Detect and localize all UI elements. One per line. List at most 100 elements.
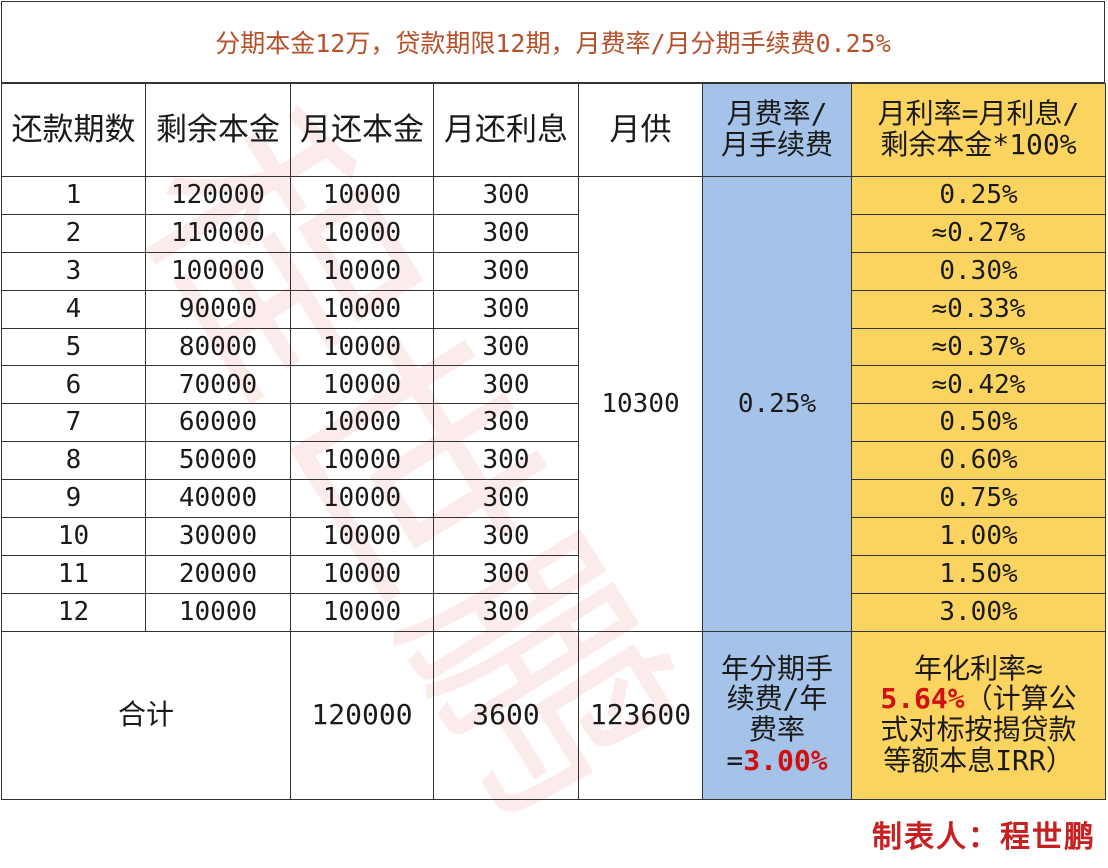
- monthly-rate-cell: ≈0.27%: [851, 213, 1106, 253]
- remaining-principal-cell: 60000: [145, 403, 291, 443]
- header-row: 还款期数 剩余本金 月还本金 月还利息 月供 月费率/ 月手续费 月利率=月利息…: [1, 83, 1106, 177]
- table-row: 10 30000 10000 300 1.00%: [1, 517, 1106, 556]
- monthly-interest-cell: 300: [433, 365, 579, 405]
- totals-payment: 123600: [578, 630, 703, 800]
- annual-fee-line3: 费率: [748, 713, 805, 747]
- header-fee-rate-line2: 月手续费: [720, 128, 833, 161]
- annual-fee-line1: 年分期手: [720, 651, 833, 685]
- table-row: 4 90000 10000 300 ≈0.33%: [1, 289, 1106, 329]
- monthly-interest-cell: 300: [433, 176, 579, 215]
- remaining-principal-cell: 70000: [145, 365, 291, 405]
- period-cell: 12: [1, 592, 146, 632]
- remaining-principal-cell: 100000: [145, 251, 291, 291]
- monthly-rate-cell: ≈0.42%: [851, 365, 1106, 405]
- monthly-rate-cell: 0.75%: [851, 479, 1106, 519]
- monthly-interest-cell: 300: [433, 517, 579, 556]
- period-cell: 11: [1, 554, 146, 594]
- period-cell: 3: [1, 251, 146, 291]
- header-monthly-payment: 月供: [578, 83, 703, 177]
- header-period: 还款期数: [1, 83, 146, 177]
- monthly-rate-cell: 0.25%: [851, 176, 1106, 215]
- table-row: 5 80000 10000 300 ≈0.37%: [1, 327, 1106, 367]
- period-cell: 9: [1, 479, 146, 519]
- header-monthly-principal: 月还本金: [290, 83, 434, 177]
- remaining-principal-cell: 20000: [145, 554, 291, 594]
- annual-fee-rate-cell: 年分期手 续费/年 费率 =3.00%: [702, 630, 852, 800]
- period-cell: 10: [1, 517, 146, 556]
- monthly-principal-cell: 10000: [290, 441, 434, 481]
- remaining-principal-cell: 10000: [145, 592, 291, 632]
- monthly-interest-cell: 300: [433, 327, 579, 367]
- annual-rate-value: 5.64%: [880, 682, 965, 716]
- annual-fee-value: 3.00%: [743, 743, 828, 777]
- monthly-rate-cell: 1.00%: [851, 517, 1106, 556]
- header-monthly-rate-line1: 月利率=月利息/: [877, 97, 1080, 131]
- monthly-rate-cell: ≈0.37%: [851, 327, 1106, 367]
- table-row: 12 10000 10000 300 3.00%: [1, 592, 1106, 632]
- header-monthly-interest: 月还利息: [433, 83, 579, 177]
- table-row: 7 60000 10000 300 0.50%: [1, 403, 1106, 443]
- monthly-principal-cell: 10000: [290, 213, 434, 253]
- table-row: 8 50000 10000 300 0.60%: [1, 441, 1106, 481]
- monthly-rate-cell: ≈0.33%: [851, 289, 1106, 329]
- annual-rate-line4: 等额本息IRR）: [883, 743, 1074, 777]
- period-cell: 4: [1, 289, 146, 329]
- monthly-principal-cell: 10000: [290, 517, 434, 556]
- annual-rate-after: （计算公: [964, 682, 1077, 716]
- monthly-interest-cell: 300: [433, 251, 579, 291]
- monthly-principal-cell: 10000: [290, 403, 434, 443]
- monthly-principal-cell: 10000: [290, 365, 434, 405]
- totals-principal: 120000: [290, 630, 434, 800]
- table-title: 分期本金12万，贷款期限12期，月费率/月分期手续费0.25%: [1, 1, 1105, 83]
- remaining-principal-cell: 90000: [145, 289, 291, 329]
- monthly-principal-cell: 10000: [290, 176, 434, 215]
- table-row: 2 110000 10000 300 ≈0.27%: [1, 213, 1106, 253]
- monthly-principal-cell: 10000: [290, 251, 434, 291]
- table-row: 11 20000 10000 300 1.50%: [1, 554, 1106, 594]
- remaining-principal-cell: 30000: [145, 517, 291, 556]
- header-fee-rate-line1: 月费率/: [726, 97, 828, 131]
- monthly-rate-cell: 3.00%: [851, 592, 1106, 632]
- annual-rate-line1: 年化利率≈: [914, 651, 1043, 685]
- monthly-rate-cell: 0.60%: [851, 441, 1106, 481]
- fee-rate-merged-cell: 0.25%: [702, 176, 852, 632]
- remaining-principal-cell: 120000: [145, 176, 291, 215]
- table-row: 1 120000 10000 300 10300 0.25% 0.25%: [1, 176, 1106, 632]
- monthly-principal-cell: 10000: [290, 289, 434, 329]
- monthly-interest-cell: 300: [433, 403, 579, 443]
- monthly-interest-cell: 300: [433, 479, 579, 519]
- remaining-principal-cell: 110000: [145, 213, 291, 253]
- period-cell: 5: [1, 327, 146, 367]
- monthly-rate-cell: 1.50%: [851, 554, 1106, 594]
- repayment-table: 还款期数 剩余本金 月还本金 月还利息 月供 月费率/ 月手续费 月利率=月利息…: [1, 83, 1106, 800]
- totals-label: 合计: [1, 630, 291, 800]
- remaining-principal-cell: 40000: [145, 479, 291, 519]
- period-cell: 1: [1, 176, 146, 215]
- monthly-interest-cell: 300: [433, 592, 579, 632]
- monthly-principal-cell: 10000: [290, 479, 434, 519]
- period-cell: 2: [1, 213, 146, 253]
- header-monthly-rate: 月利率=月利息/ 剩余本金*100%: [851, 83, 1106, 177]
- monthly-rate-cell: 0.50%: [851, 403, 1106, 443]
- monthly-principal-cell: 10000: [290, 327, 434, 367]
- monthly-payment-merged-cell: 10300: [578, 176, 703, 632]
- remaining-principal-cell: 50000: [145, 441, 291, 481]
- period-cell: 6: [1, 365, 146, 405]
- annual-rate-cell: 年化利率≈ 5.64%（计算公 式对标按揭贷款 等额本息IRR）: [851, 630, 1106, 800]
- monthly-principal-cell: 10000: [290, 592, 434, 632]
- author-signature: 制表人：程世鹏: [872, 820, 1096, 855]
- annual-fee-prefix: =: [726, 743, 744, 777]
- monthly-interest-cell: 300: [433, 554, 579, 594]
- monthly-interest-cell: 300: [433, 441, 579, 481]
- annual-fee-line2: 续费/年: [726, 682, 828, 716]
- period-cell: 8: [1, 441, 146, 481]
- remaining-principal-cell: 80000: [145, 327, 291, 367]
- monthly-rate-cell: 0.30%: [851, 251, 1106, 291]
- annual-rate-line3: 式对标按揭贷款: [880, 713, 1077, 747]
- monthly-interest-cell: 300: [433, 213, 579, 253]
- totals-row: 合计 120000 3600 123600 年分期手 续费/年 费率 =3.00% 年化利率≈ 5…: [1, 630, 1106, 800]
- header-fee-rate: 月费率/ 月手续费: [702, 83, 852, 177]
- header-remaining-principal: 剩余本金: [145, 83, 291, 177]
- period-cell: 7: [1, 403, 146, 443]
